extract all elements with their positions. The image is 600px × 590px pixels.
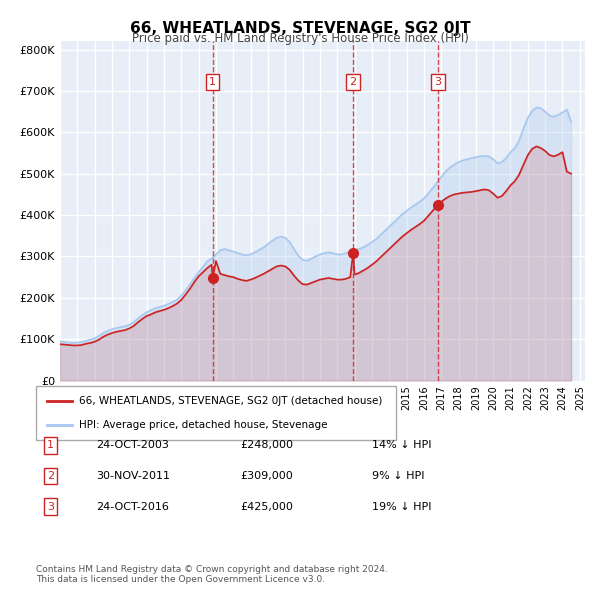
Text: 30-NOV-2011: 30-NOV-2011 bbox=[96, 471, 170, 481]
Text: 1: 1 bbox=[47, 441, 54, 450]
Text: £309,000: £309,000 bbox=[240, 471, 293, 481]
Text: 19% ↓ HPI: 19% ↓ HPI bbox=[372, 502, 431, 512]
Text: 9% ↓ HPI: 9% ↓ HPI bbox=[372, 471, 425, 481]
Text: Price paid vs. HM Land Registry's House Price Index (HPI): Price paid vs. HM Land Registry's House … bbox=[131, 32, 469, 45]
Text: 14% ↓ HPI: 14% ↓ HPI bbox=[372, 441, 431, 450]
Text: £248,000: £248,000 bbox=[240, 441, 293, 450]
FancyBboxPatch shape bbox=[36, 386, 396, 440]
Text: 24-OCT-2003: 24-OCT-2003 bbox=[96, 441, 169, 450]
Text: 3: 3 bbox=[47, 502, 54, 512]
Text: Contains HM Land Registry data © Crown copyright and database right 2024.
This d: Contains HM Land Registry data © Crown c… bbox=[36, 565, 388, 584]
Text: 2: 2 bbox=[47, 471, 54, 481]
Text: £425,000: £425,000 bbox=[240, 502, 293, 512]
Text: HPI: Average price, detached house, Stevenage: HPI: Average price, detached house, Stev… bbox=[79, 419, 328, 430]
Text: 1: 1 bbox=[209, 77, 216, 87]
Text: 66, WHEATLANDS, STEVENAGE, SG2 0JT (detached house): 66, WHEATLANDS, STEVENAGE, SG2 0JT (deta… bbox=[79, 396, 383, 407]
Text: 2: 2 bbox=[350, 77, 357, 87]
Text: 3: 3 bbox=[434, 77, 442, 87]
Text: 24-OCT-2016: 24-OCT-2016 bbox=[96, 502, 169, 512]
Text: 66, WHEATLANDS, STEVENAGE, SG2 0JT: 66, WHEATLANDS, STEVENAGE, SG2 0JT bbox=[130, 21, 470, 35]
